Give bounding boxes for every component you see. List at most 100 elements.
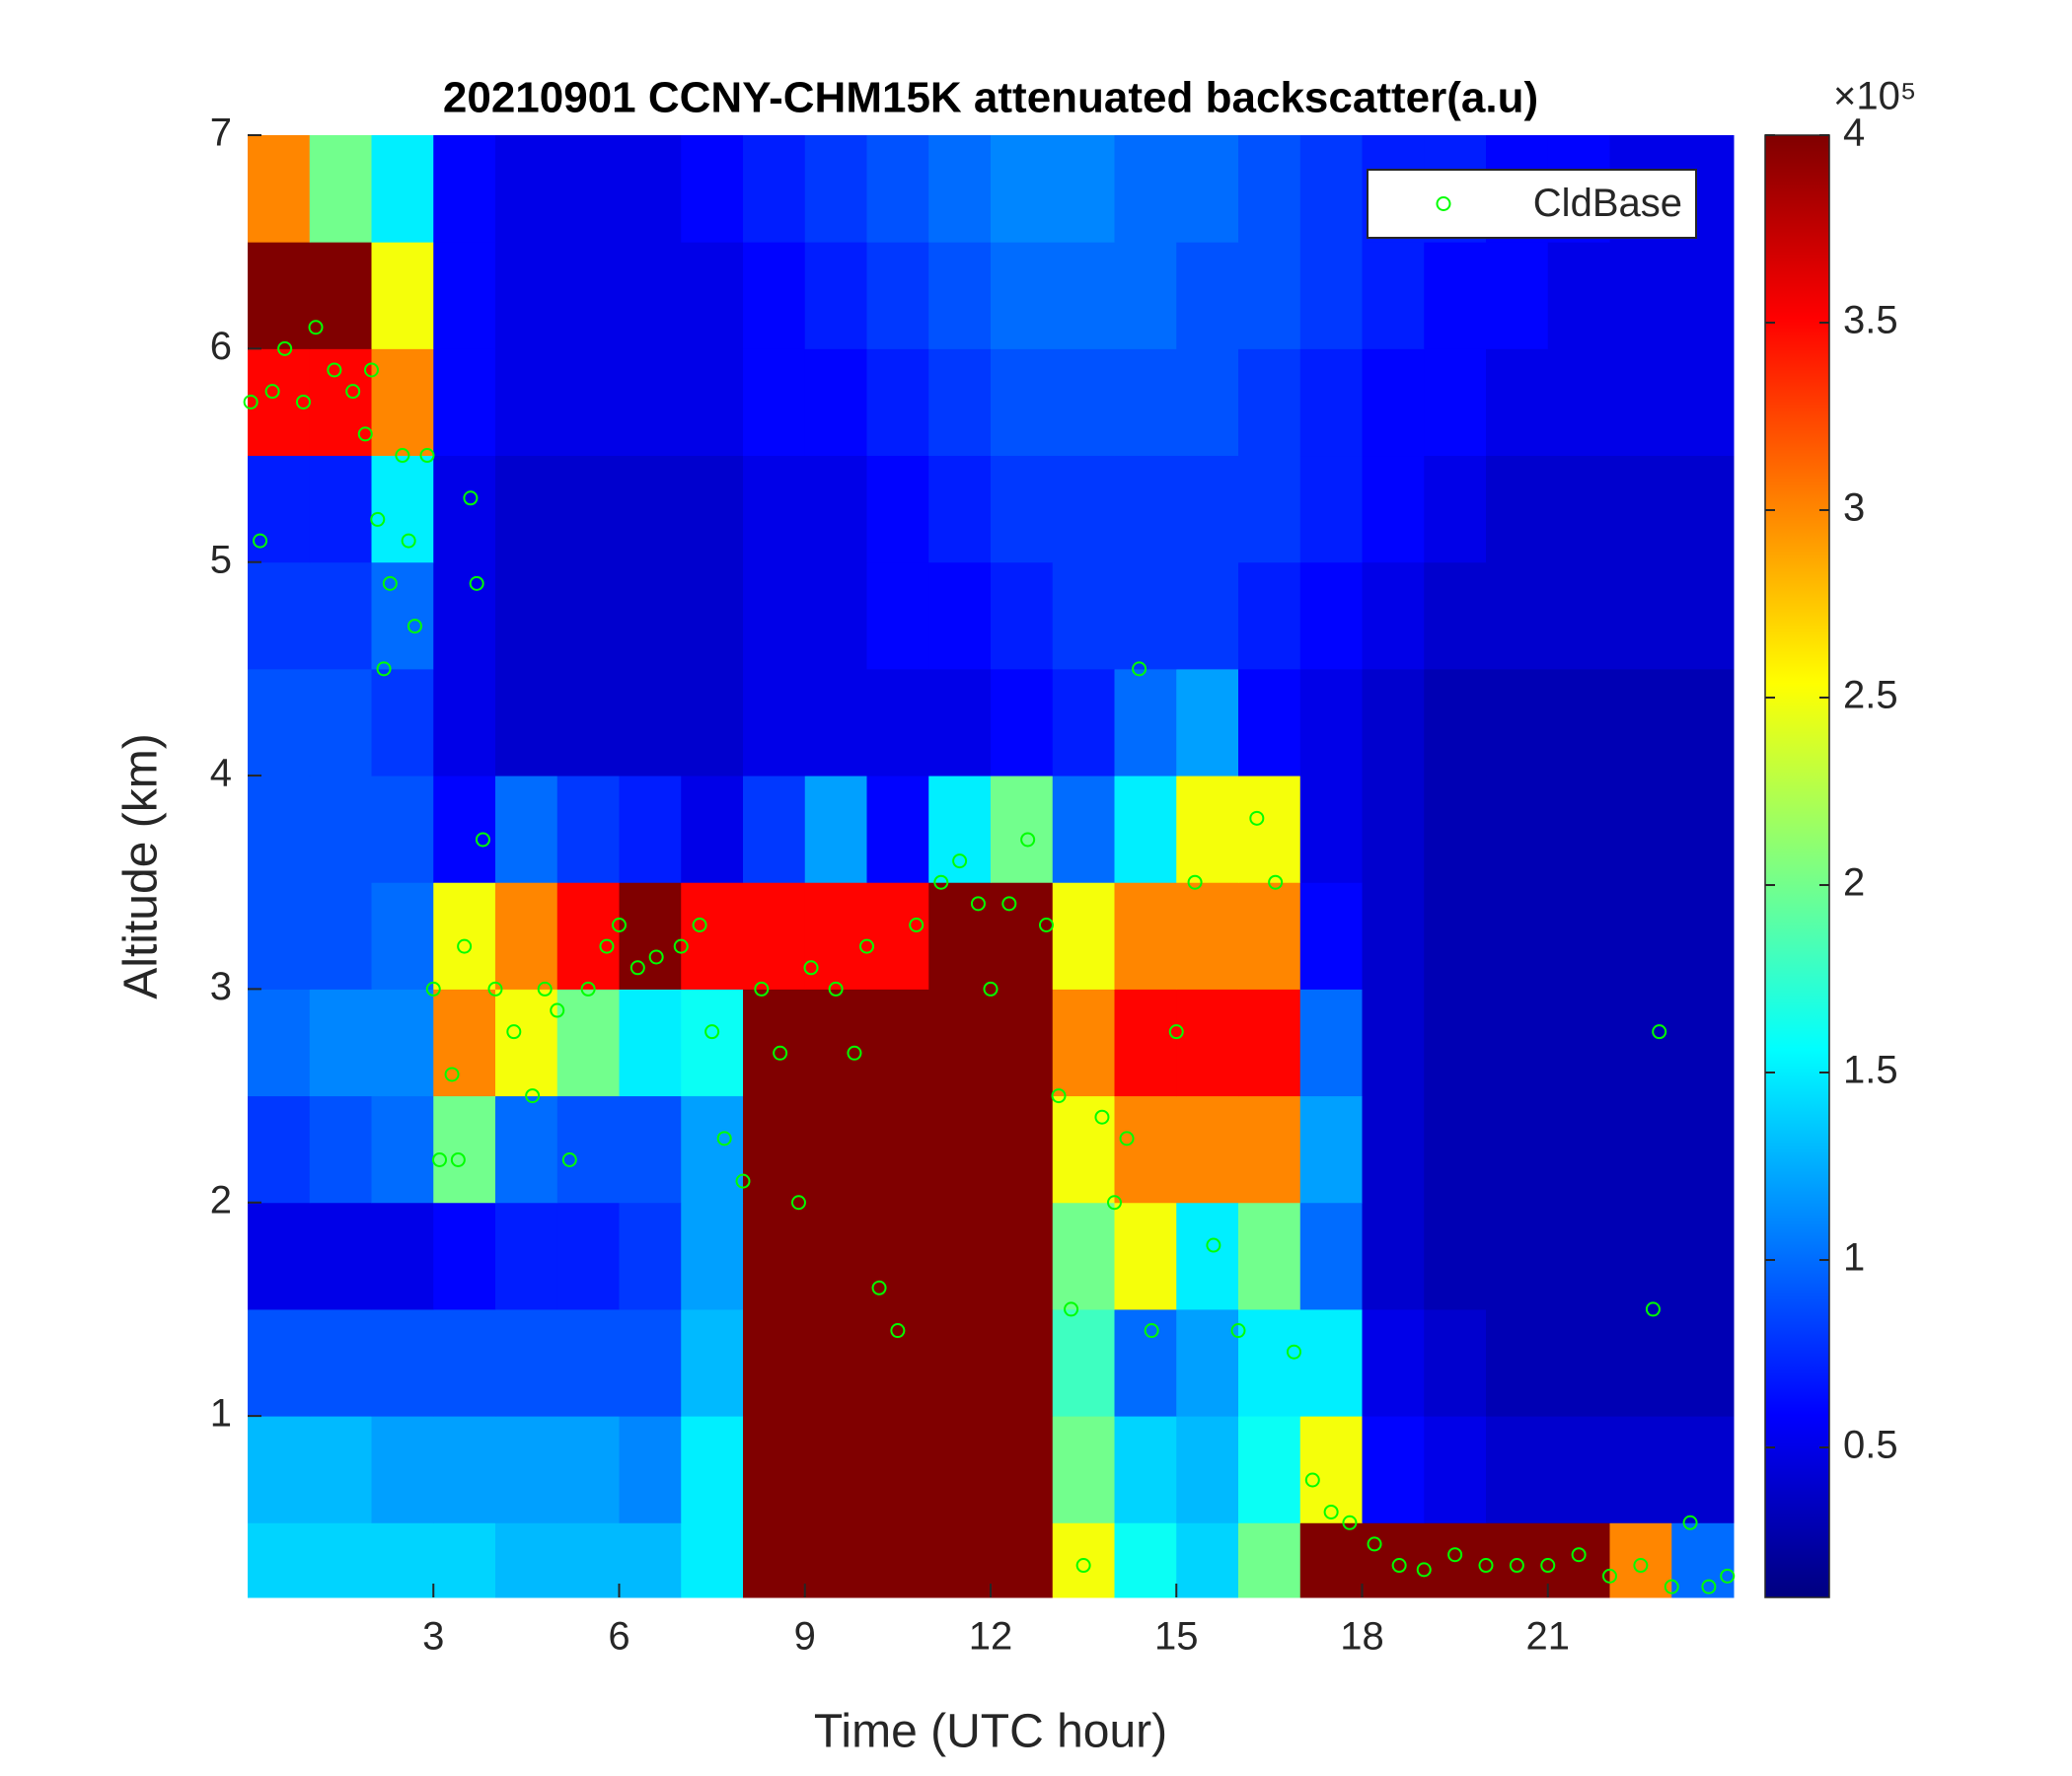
heatmap-cell <box>866 135 929 243</box>
heatmap-cell <box>371 1522 434 1598</box>
heatmap-cell <box>1671 1308 1735 1417</box>
heatmap-cell <box>1176 1202 1239 1310</box>
colorbar-scale: ×10⁵ <box>1833 75 1916 118</box>
heatmap-cell <box>1547 1416 1610 1523</box>
heatmap-cell <box>495 561 558 670</box>
heatmap-cell <box>866 561 929 670</box>
heatmap-cell <box>1176 455 1239 563</box>
heatmap-cell <box>1114 348 1177 457</box>
heatmap-cell <box>1362 989 1425 1097</box>
heatmap-cell <box>1547 1202 1610 1310</box>
heatmap-cell <box>1362 561 1425 670</box>
heatmap-cell <box>1176 882 1239 990</box>
heatmap-cell <box>495 1522 558 1598</box>
heatmap-cell <box>1671 1095 1735 1204</box>
x-tick-label: 15 <box>1154 1615 1199 1659</box>
heatmap-cell <box>1671 561 1735 670</box>
heatmap-cell <box>1114 561 1177 670</box>
heatmap-cell <box>556 1308 620 1417</box>
heatmap-cell <box>556 668 620 777</box>
heatmap-cell <box>619 561 682 670</box>
heatmap-cell <box>248 455 311 563</box>
heatmap-cell <box>1299 1202 1363 1310</box>
heatmap-cell <box>1238 561 1301 670</box>
y-tick-label: 7 <box>210 111 232 155</box>
heatmap-cell <box>1362 882 1425 990</box>
heatmap-cell <box>743 455 806 563</box>
heatmap-cell <box>619 1308 682 1417</box>
heatmap-cell <box>1362 1308 1425 1417</box>
heatmap-cell <box>1362 1416 1425 1523</box>
heatmap-cell <box>1671 348 1735 457</box>
heatmap-cell <box>619 455 682 563</box>
cloud-base-point <box>1075 1558 1091 1574</box>
heatmap-cell <box>1238 1416 1301 1523</box>
heatmap-cell <box>619 1416 682 1523</box>
colorbar-tick-label: 0.5 <box>1843 1424 1898 1467</box>
chart-title: 20210901 CCNY-CHM15K attenuated backscat… <box>443 74 1538 122</box>
heatmap-cell <box>433 1202 496 1310</box>
heatmap-cell <box>495 1202 558 1310</box>
heatmap-cell <box>804 776 867 883</box>
cloud-base-point <box>561 1151 577 1167</box>
heatmap-cell <box>866 1416 929 1523</box>
heatmap-cell <box>619 776 682 883</box>
heatmap-cell <box>804 1522 867 1598</box>
cloud-base-point <box>432 1151 448 1167</box>
cloud-base-point <box>253 533 268 549</box>
heatmap-cell <box>433 1095 496 1204</box>
heatmap-cell <box>1671 242 1735 349</box>
heatmap-cell <box>991 1202 1054 1310</box>
cloud-base-point <box>376 661 392 677</box>
heatmap-cell <box>1114 242 1177 349</box>
heatmap-cell <box>1547 242 1610 349</box>
colorbar-tick-label: 1 <box>1843 1236 1865 1280</box>
heatmap-cell <box>433 668 496 777</box>
heatmap-cell <box>1238 668 1301 777</box>
heatmap-cell <box>1052 348 1115 457</box>
heatmap-cell <box>1362 242 1425 349</box>
heatmap-cell <box>1176 776 1239 883</box>
heatmap-cell <box>556 561 620 670</box>
heatmap-cell <box>1486 989 1549 1097</box>
scatter-layer <box>243 320 1736 1594</box>
heatmap-cell <box>1424 1416 1487 1523</box>
heatmap-cell <box>1299 668 1363 777</box>
heatmap-cell <box>248 668 311 777</box>
heatmap-cell <box>433 561 496 670</box>
cloud-base-point <box>1064 1301 1079 1317</box>
heatmap-cell <box>1609 242 1672 349</box>
heatmap-cell <box>1176 348 1239 457</box>
heatmap-cell <box>1176 561 1239 670</box>
heatmap-cell <box>743 776 806 883</box>
heatmap-cell <box>804 668 867 777</box>
heatmap-cell <box>1052 1522 1115 1598</box>
cloud-base-point <box>450 1151 466 1167</box>
heatmap-cell <box>991 1522 1054 1598</box>
heatmap-cell <box>556 1202 620 1310</box>
y-tick-label: 1 <box>210 1392 232 1436</box>
heatmap-cell <box>681 1095 744 1204</box>
heatmap-cell <box>433 348 496 457</box>
heatmap-cell <box>248 1308 311 1417</box>
heatmap-cell <box>1486 242 1549 349</box>
heatmap-cell <box>556 1522 620 1598</box>
cloud-base-point <box>1509 1558 1524 1574</box>
heatmap-cell <box>371 989 434 1097</box>
heatmap-cell <box>1052 1202 1115 1310</box>
cloud-base-point <box>1168 1024 1184 1040</box>
legend-marker <box>1436 196 1451 211</box>
heatmap-cell <box>619 882 682 990</box>
cloud-base-point <box>401 533 416 549</box>
heatmap-cell <box>1238 1202 1301 1310</box>
heatmap-cell <box>495 135 558 243</box>
heatmap-cell <box>1547 882 1610 990</box>
heatmap-cell <box>681 1308 744 1417</box>
heatmap-cell <box>309 1202 372 1310</box>
heatmap-cell <box>1238 455 1301 563</box>
heatmap-cell <box>928 776 992 883</box>
x-tick-label: 21 <box>1526 1615 1571 1659</box>
colorbar-tick-label: 2 <box>1843 861 1865 905</box>
heatmap-cell <box>866 989 929 1097</box>
cloud-base-point <box>457 938 473 954</box>
